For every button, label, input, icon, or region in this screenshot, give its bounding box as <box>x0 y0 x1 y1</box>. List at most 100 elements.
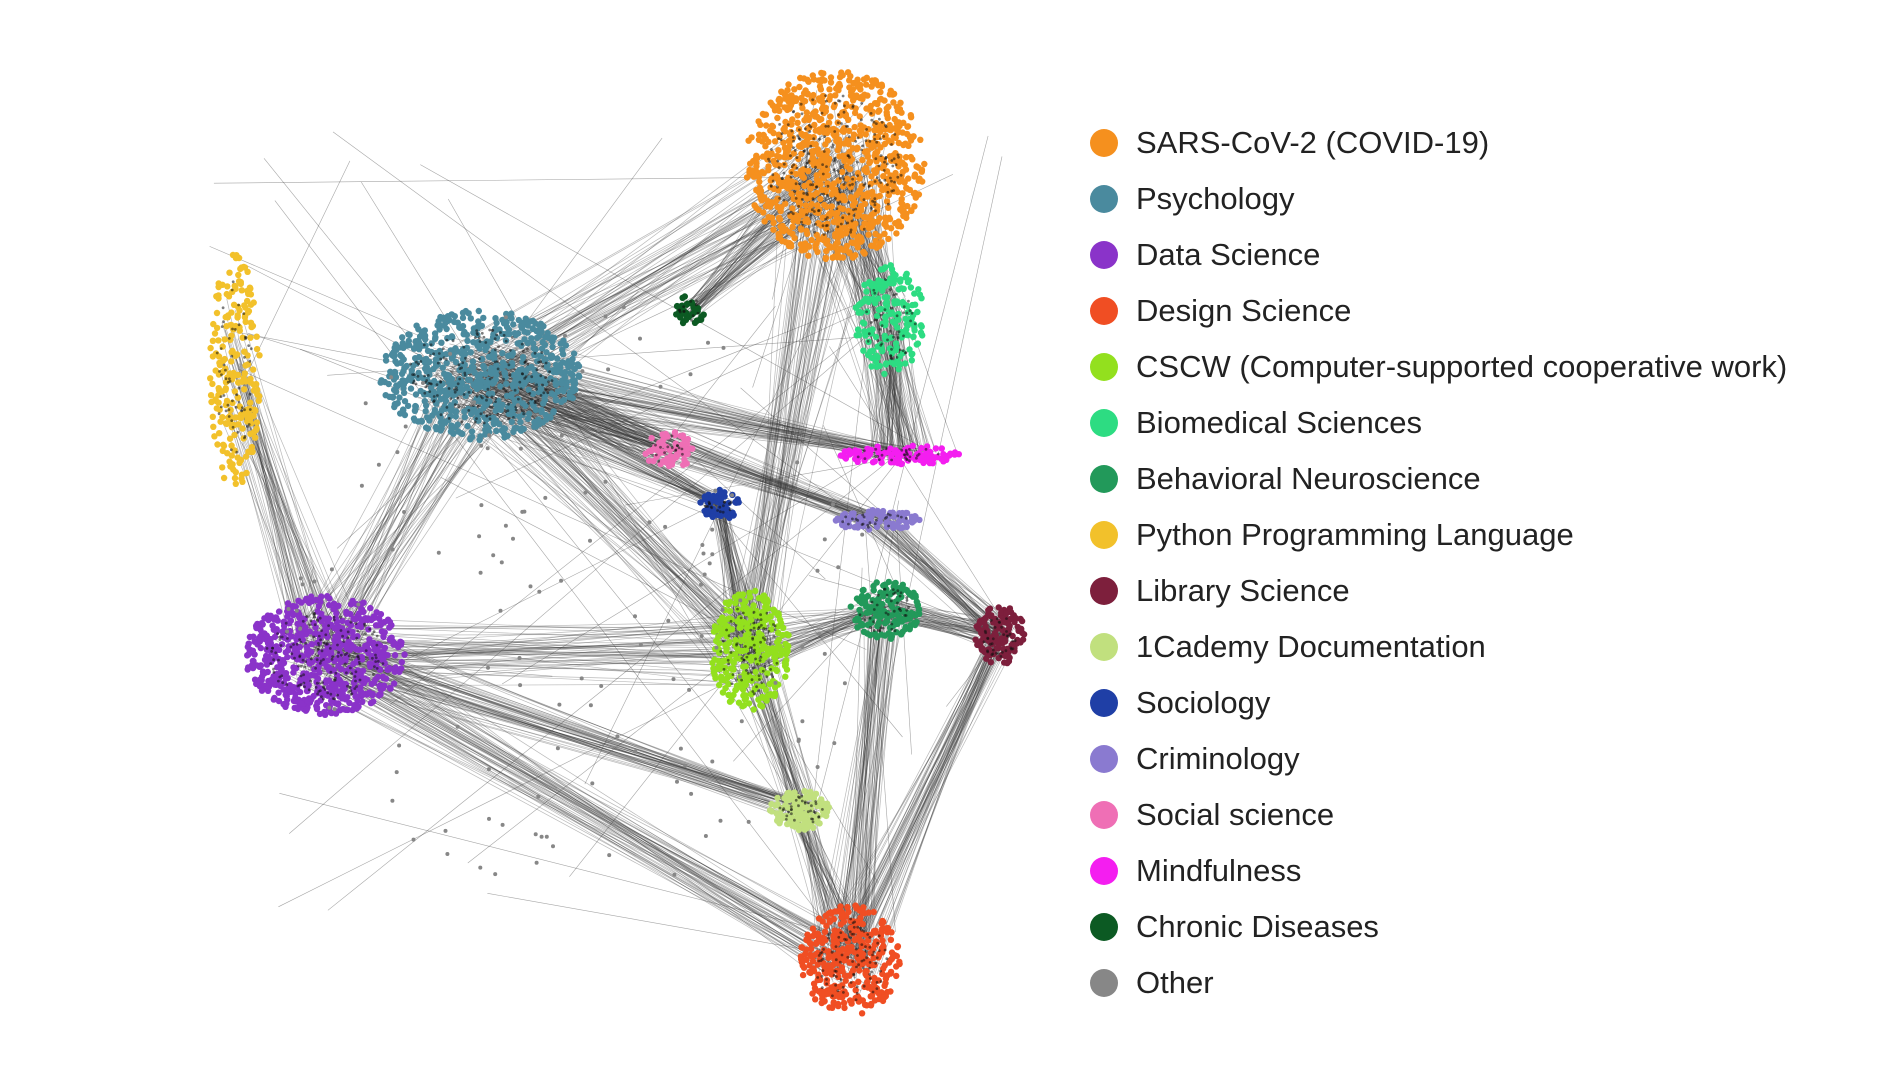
graph-node-core <box>877 164 881 168</box>
graph-edge <box>883 320 895 457</box>
graph-node-core <box>417 362 420 366</box>
graph-node <box>794 119 801 127</box>
graph-node <box>902 166 910 173</box>
graph-node-core <box>860 118 863 122</box>
graph-edge <box>714 507 740 652</box>
graph-node-core <box>799 102 803 106</box>
graph-node-core <box>780 132 784 136</box>
graph-edge <box>851 567 863 945</box>
graph-node-core <box>838 188 841 191</box>
graph-node <box>873 149 880 156</box>
graph-node-core <box>462 345 466 349</box>
graph-node-core <box>484 341 488 344</box>
graph-node <box>757 193 764 200</box>
graph-edge <box>833 632 1005 952</box>
graph-edge <box>765 176 822 609</box>
graph-node <box>290 684 297 691</box>
graph-node <box>401 411 409 419</box>
graph-node-core <box>297 664 300 668</box>
graph-node-core <box>875 140 879 144</box>
graph-edge <box>862 636 990 965</box>
graph-edge <box>323 628 837 977</box>
graph-node <box>400 367 407 375</box>
graph-node <box>827 113 834 120</box>
graph-node-core <box>374 656 378 660</box>
graph-node-core <box>809 144 813 148</box>
graph-node <box>709 659 716 667</box>
graph-edge <box>742 632 806 812</box>
graph-edge <box>858 638 1004 939</box>
graph-node-core <box>439 413 443 417</box>
graph-node <box>357 684 364 691</box>
graph-node <box>822 912 829 919</box>
graph-edge <box>840 610 894 929</box>
graph-node <box>360 599 367 606</box>
graph-node <box>719 689 727 696</box>
graph-node-core <box>860 102 864 105</box>
graph-node-core <box>792 139 795 143</box>
graph-node-core <box>759 618 763 621</box>
graph-edge <box>834 628 875 955</box>
graph-node <box>810 980 818 987</box>
graph-node <box>352 693 359 700</box>
graph-node-core <box>476 404 480 408</box>
graph-node-core <box>811 98 815 102</box>
graph-edge <box>772 122 891 652</box>
graph-edge <box>333 668 885 968</box>
graph-node-core <box>821 224 825 228</box>
graph-node-core <box>301 619 305 623</box>
graph-node-core <box>447 417 451 420</box>
graph-edge <box>511 392 725 631</box>
graph-node <box>379 685 387 692</box>
graph-edge <box>521 366 749 652</box>
graph-node <box>752 587 759 595</box>
graph-node-core <box>353 675 357 678</box>
graph-node-core <box>759 613 762 617</box>
graph-node <box>762 202 770 210</box>
graph-edge <box>869 633 996 969</box>
graph-edge <box>851 615 873 959</box>
graph-node <box>465 310 472 317</box>
graph-edge <box>719 509 763 657</box>
graph-edge <box>863 629 1006 955</box>
graph-node <box>256 676 263 684</box>
graph-edge <box>343 631 831 970</box>
graph-node <box>850 92 857 99</box>
graph-node <box>918 168 925 175</box>
graph-node-core <box>821 163 824 167</box>
graph-node <box>859 920 866 928</box>
graph-node-core <box>798 182 801 186</box>
graph-node <box>275 689 282 696</box>
graph-node-core <box>358 644 362 647</box>
graph-node-core <box>847 154 850 158</box>
graph-edge <box>482 410 750 639</box>
graph-node-core <box>833 130 837 133</box>
graph-node <box>518 324 526 331</box>
graph-edge <box>482 137 663 383</box>
graph-edge <box>289 650 817 960</box>
graph-node <box>880 918 887 926</box>
graph-node-core <box>278 638 282 641</box>
graph-node-core <box>845 124 848 128</box>
graph-node <box>733 655 740 662</box>
graph-node-core <box>425 384 429 388</box>
graph-node <box>907 112 914 119</box>
graph-node <box>893 952 900 960</box>
graph-node <box>393 388 400 395</box>
graph-node <box>443 392 450 399</box>
graph-node <box>782 239 789 246</box>
graph-node-core <box>840 165 844 168</box>
graph-node-core <box>807 152 811 156</box>
graph-node-core <box>851 104 855 108</box>
graph-node-core <box>811 197 815 201</box>
graph-node-core <box>523 360 527 364</box>
graph-node <box>421 398 428 405</box>
graph-node-core <box>795 156 799 160</box>
graph-edge <box>527 382 733 659</box>
graph-node-core <box>782 171 786 175</box>
graph-edge <box>864 648 1000 940</box>
graph-edge <box>322 368 538 648</box>
graph-node-core <box>857 963 860 967</box>
graph-edge <box>455 302 882 499</box>
graph-node-core <box>355 636 359 640</box>
